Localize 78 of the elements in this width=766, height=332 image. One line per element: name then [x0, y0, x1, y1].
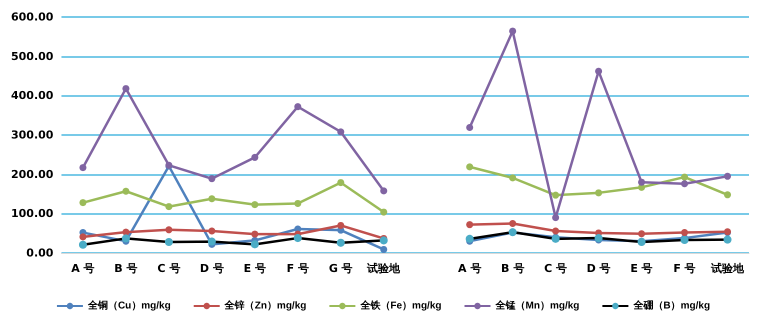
point	[165, 203, 172, 210]
x-tick-label: B 号	[114, 262, 138, 275]
legend-label: 全铁（Fe）mg/kg	[359, 300, 442, 312]
point	[250, 240, 259, 248]
point	[638, 178, 646, 186]
y-tick-label: 100.00	[10, 207, 54, 220]
x-tick-label: 试验地	[366, 262, 402, 275]
point	[337, 222, 344, 229]
point	[122, 85, 130, 92]
y-tick-label: 0.00	[26, 246, 54, 260]
point	[122, 234, 130, 242]
y-tick-label: 500.00	[10, 50, 54, 63]
point	[681, 229, 688, 236]
x-tick-label: G 号	[328, 262, 353, 275]
y-tick-label: 600.00	[10, 10, 54, 24]
point	[594, 234, 603, 242]
x-tick-label: C 号	[544, 262, 568, 275]
x-tick-label: B 号	[501, 262, 524, 275]
x-tick-label: F 号	[286, 262, 309, 275]
point	[208, 195, 216, 202]
point	[294, 234, 302, 242]
x-tick-label: E 号	[630, 262, 653, 275]
point	[509, 28, 516, 35]
point	[337, 179, 344, 186]
point	[595, 68, 602, 75]
x-tick-label: E 号	[244, 262, 266, 275]
point	[251, 201, 258, 208]
x-tick-label: A 号	[458, 262, 482, 275]
point	[380, 208, 388, 216]
point	[466, 163, 474, 170]
point	[208, 175, 216, 182]
point	[681, 180, 688, 188]
point	[294, 103, 302, 110]
legend-label: 全铜（Cu）mg/kg	[86, 300, 171, 312]
point	[380, 246, 388, 253]
point	[638, 230, 646, 238]
point	[552, 192, 560, 199]
legend-label: 全锰（Mn）mg/kg	[494, 300, 580, 312]
point	[380, 236, 388, 244]
point	[208, 227, 216, 234]
point	[164, 238, 173, 246]
point	[336, 238, 345, 247]
y-tick-label: 300.00	[10, 128, 54, 142]
x-tick-label: D 号	[586, 262, 611, 275]
point	[595, 189, 602, 196]
y-tick-label: 400.00	[10, 89, 54, 102]
x-tick-label: 试验地	[710, 262, 746, 275]
point	[466, 221, 474, 228]
point	[380, 187, 388, 194]
point	[509, 174, 516, 182]
point	[724, 172, 732, 180]
x-tick-label: A 号	[71, 262, 95, 275]
point	[337, 128, 344, 136]
point	[78, 240, 87, 249]
point	[724, 191, 732, 198]
point	[79, 233, 86, 240]
x-tick-label: F 号	[673, 262, 696, 275]
legend-label: 全锌（Zn）mg/kg	[224, 300, 306, 312]
point	[79, 164, 86, 172]
point	[208, 238, 216, 246]
point	[681, 174, 688, 181]
point	[552, 214, 560, 222]
legend-label: 全硼（B）mg/kg	[632, 300, 710, 312]
point	[251, 154, 258, 161]
point	[552, 227, 560, 234]
point	[79, 199, 86, 206]
x-tick-label: D 号	[200, 262, 224, 275]
point	[724, 236, 732, 244]
point	[509, 220, 516, 227]
point	[122, 188, 130, 195]
point	[466, 124, 474, 132]
point	[251, 230, 258, 238]
point	[165, 226, 172, 234]
point	[294, 200, 302, 207]
point	[122, 228, 130, 236]
point	[466, 234, 474, 243]
y-tick-label: 200.00	[10, 168, 54, 181]
x-tick-label: C 号	[157, 262, 180, 275]
